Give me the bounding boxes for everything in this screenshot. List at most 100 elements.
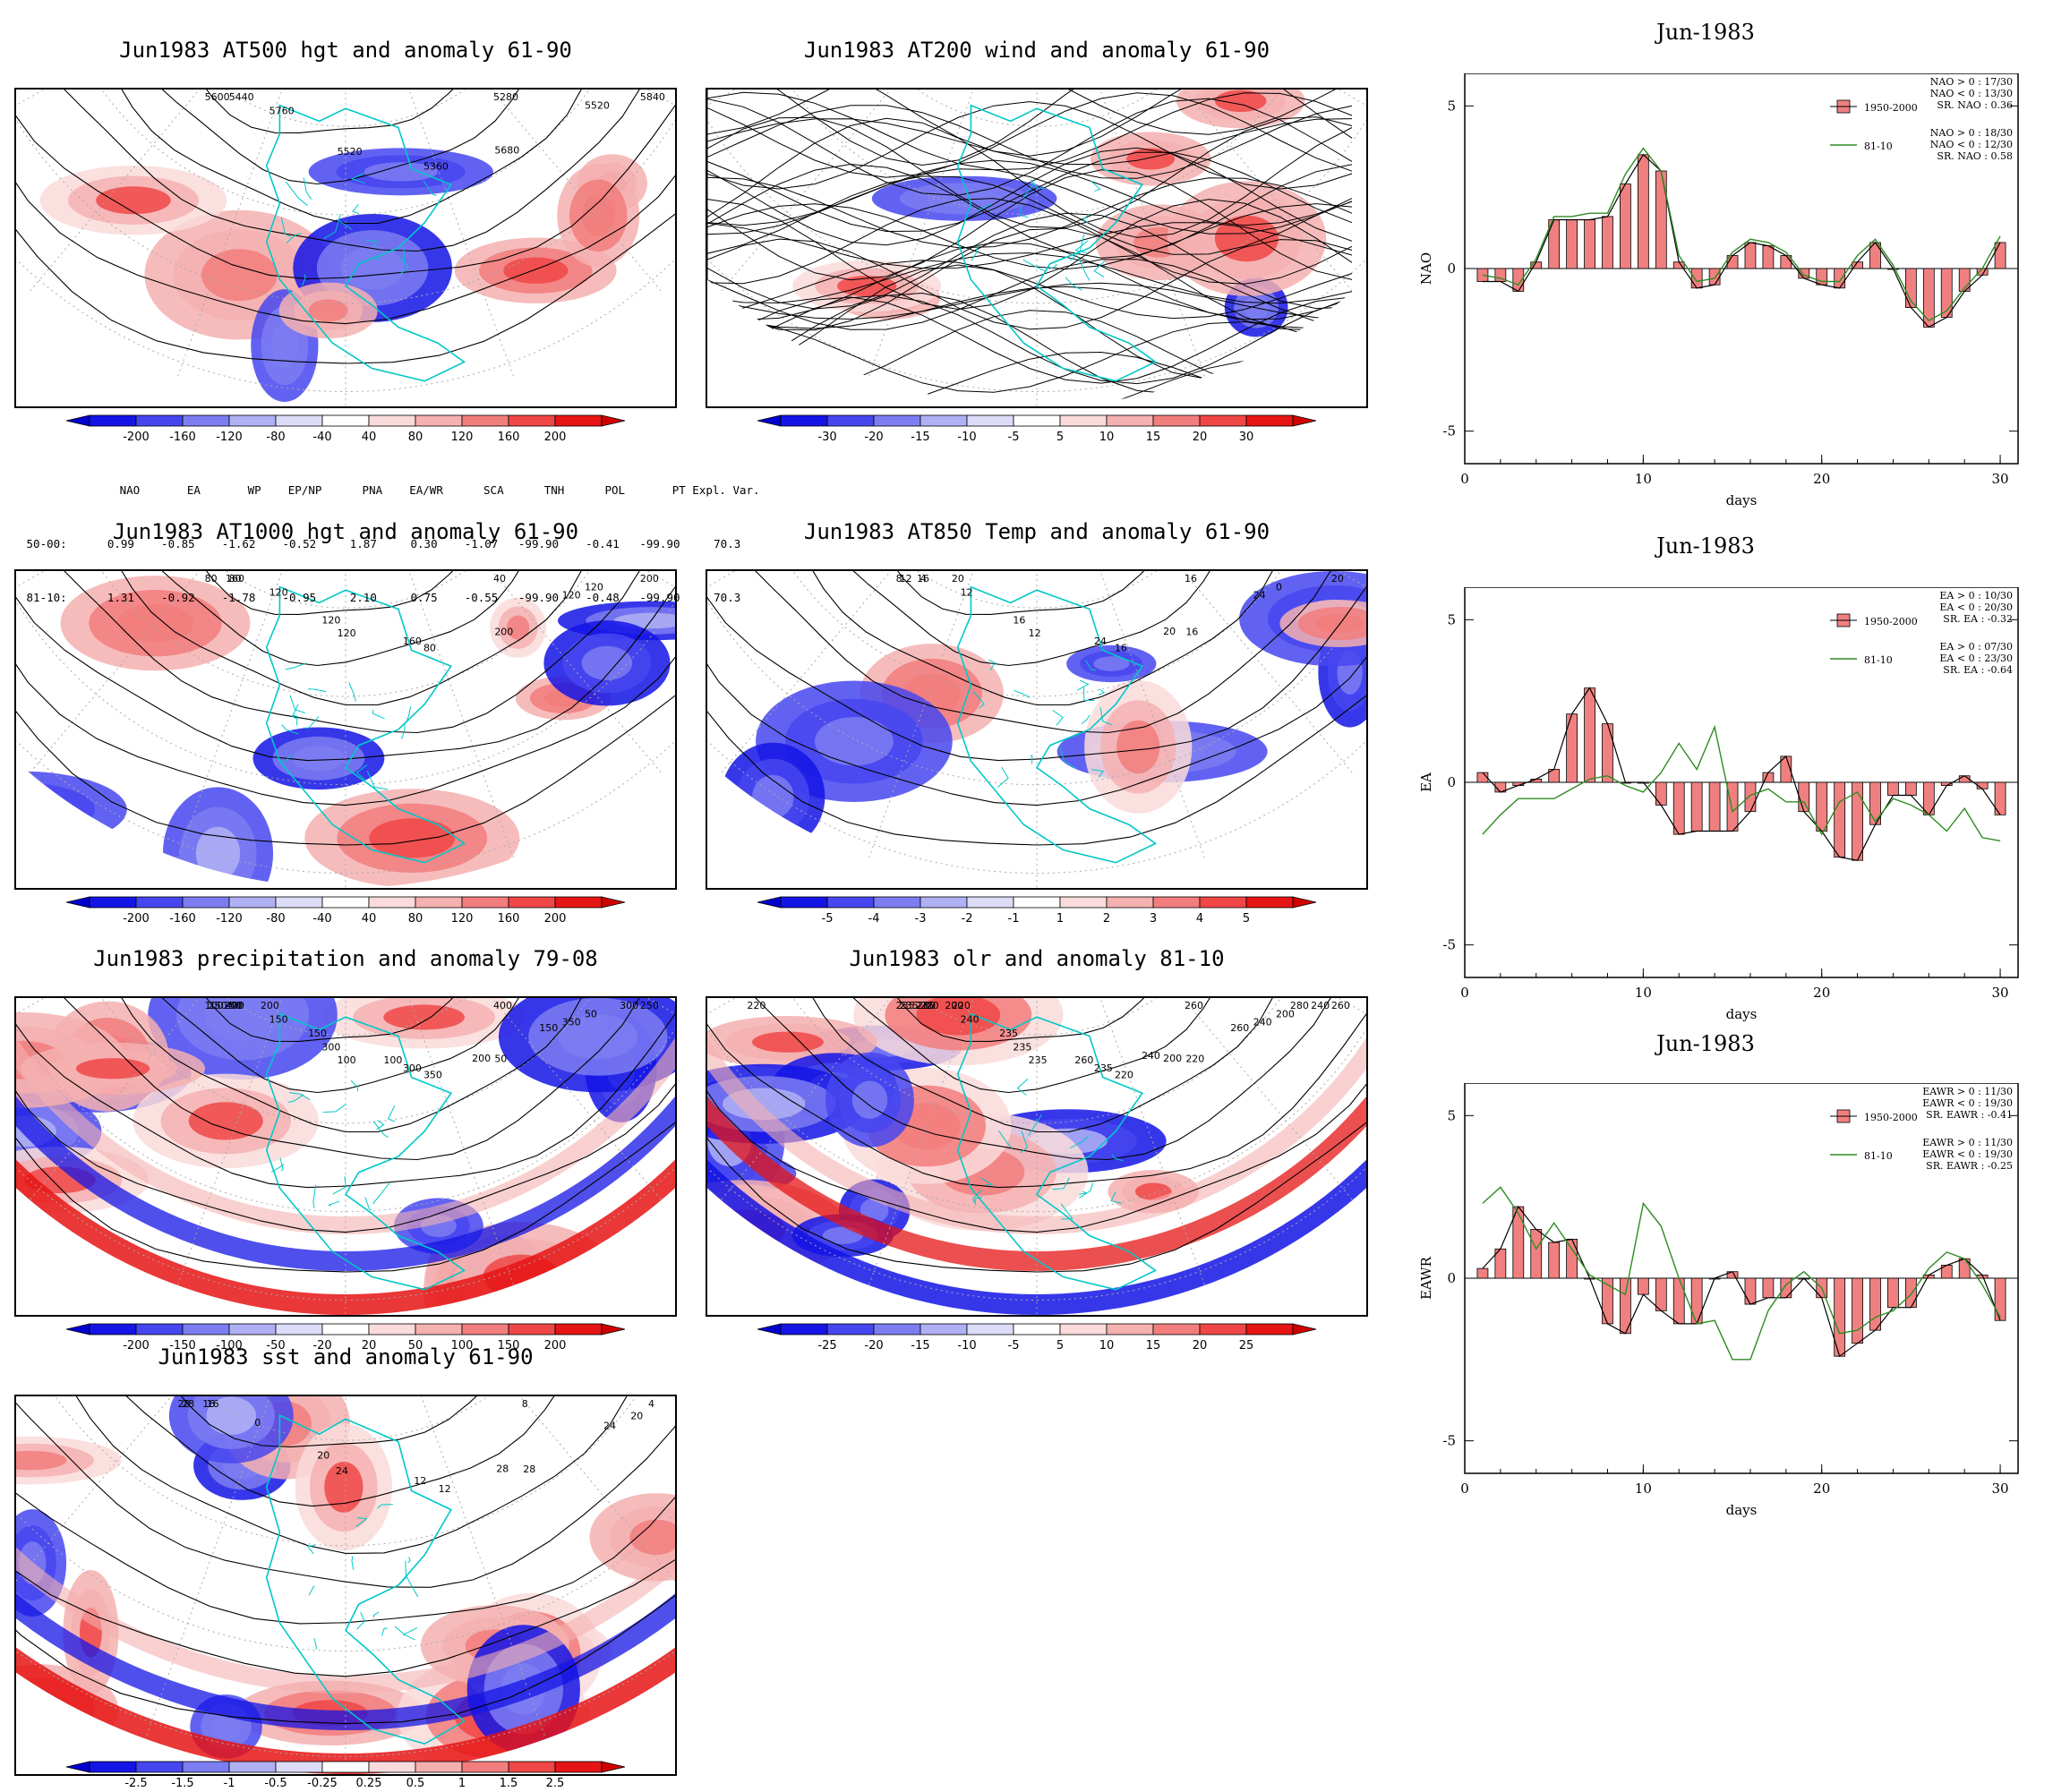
coastline-sst [265, 1413, 466, 1745]
contour-label: 16 [1013, 615, 1025, 627]
contour-label: 240 [1142, 1050, 1160, 1062]
contour-label: 300 [620, 1000, 638, 1011]
contour-label: 12 [961, 587, 973, 599]
contour-label: 24 [603, 1420, 616, 1431]
contour-label: 24 [336, 1465, 348, 1477]
bar-1950-2000 [1994, 1277, 2006, 1321]
colorbar-tick: -10 [957, 431, 976, 444]
contour-label: 5520 [338, 146, 363, 158]
contour-label: 80 [205, 573, 218, 585]
bar-1950-2000 [1672, 1277, 1685, 1325]
colorbar-tick: 15 [1146, 431, 1161, 444]
x-tick-label: 30 [1992, 985, 2009, 1001]
colorbar-tick: -10 [957, 1339, 976, 1353]
colorbar-tick: 10 [1099, 431, 1115, 444]
contour-label: 50 [494, 1053, 507, 1064]
contour-label: 20 [1331, 573, 1344, 585]
bar-1950-2000 [1584, 219, 1595, 269]
colorbar-at850: -5 -4 -3 -2 -1 1 2 3 4 5 [757, 896, 1317, 926]
bar-1950-2000 [1726, 781, 1739, 832]
colorbar-tick: -2 [962, 912, 973, 926]
contour-label: 5840 [640, 91, 665, 103]
x-tick-label: 30 [1992, 471, 2009, 487]
contour-label: 16 [1115, 643, 1127, 654]
map-plot-at200 [706, 88, 1368, 408]
x-axis-label: days [1726, 1502, 1758, 1518]
x-axis-label: days [1726, 1006, 1758, 1022]
contour-label: 80 [423, 643, 436, 654]
contour-label: 235 [1013, 1042, 1031, 1054]
bar-1950-2000 [1655, 781, 1667, 806]
bar-1950-2000 [1637, 154, 1649, 269]
colorbar-tick: -100 [216, 1339, 243, 1353]
contour-label: 40 [493, 573, 506, 585]
legend-stat: EA < 0 : 20/30 [1939, 602, 2013, 613]
contour-label: 200 [494, 626, 513, 637]
bar-1950-2000 [1620, 183, 1631, 269]
colorbar-tick: 50 [408, 1339, 423, 1353]
bar-1950-2000 [1994, 781, 2006, 815]
colorbar-tick: 4 [1196, 912, 1203, 926]
contour-label: 0 [1276, 581, 1282, 593]
colorbar-tick: 80 [408, 912, 423, 926]
contour-label: 240 [961, 1014, 979, 1026]
x-tick-label: 0 [1460, 985, 1469, 1001]
bar-1950-2000 [1566, 1238, 1578, 1279]
bar-1950-2000 [1887, 781, 1899, 796]
colorbar-tick: 120 [451, 912, 474, 926]
bar-1950-2000 [1602, 216, 1613, 269]
colorbar-tick: -200 [123, 912, 150, 926]
colorbar-tick: 160 [498, 431, 520, 444]
legend-stat: EAWR > 0 : 11/30 [1922, 1137, 2013, 1148]
bar-1950-2000 [1690, 781, 1703, 832]
y-tick-label: 0 [1447, 260, 1456, 277]
contour-label: 220 [747, 1000, 766, 1011]
y-tick-label: -5 [1442, 937, 1456, 953]
contour-label: 235 [900, 1000, 919, 1011]
contour-label: 400 [226, 1000, 244, 1011]
contour-label: 235 [896, 1000, 915, 1011]
legend-stat: SR. EAWR : -0.25 [1926, 1160, 2013, 1172]
colorbar-tick: 200 [544, 431, 567, 444]
colorbar-tick: 2.5 [546, 1777, 565, 1790]
map-title-at850: Jun1983 AT850 Temp and anomaly 61-90 [803, 519, 1270, 544]
contour-label: 150 [269, 1014, 288, 1026]
bar-1950-2000 [1994, 242, 2006, 269]
colorbar-at500: -200 -160 -120 -80 -40 40 80 120 160 200 [65, 414, 626, 444]
map-title-olr: Jun1983 olr and anomaly 81-10 [849, 946, 1225, 971]
colorbar-tick: -20 [312, 1339, 331, 1353]
colorbar-olr: -25 -20 -15 -10 -5 5 10 15 20 25 [757, 1323, 1317, 1353]
index-table-header: NAO EA WP EP/NP PNA EA/WR SCA TNH POL PT… [86, 483, 760, 497]
bar-1950-2000 [1834, 781, 1846, 858]
legend-series-1: 1950-2000 [1864, 616, 1918, 627]
line-1950-2000 [1482, 687, 2001, 861]
line-81-10 [1482, 724, 2001, 842]
colorbar-tick: 150 [498, 1339, 520, 1353]
ts-title-nao: Jun-1983 [1656, 20, 1755, 45]
contour-label: 200 [261, 1000, 279, 1011]
colorbar-tick: -40 [312, 912, 331, 926]
y-tick-label: -5 [1442, 423, 1456, 439]
legend-series-1: 1950-2000 [1864, 102, 1918, 114]
bar-1950-2000 [1744, 781, 1757, 813]
colorbar-tick: 100 [451, 1339, 474, 1353]
legend-stat: SR. EA : -0.64 [1943, 664, 2013, 676]
contour-label: 20 [630, 1411, 643, 1422]
map-plot-at850: 16 16 4 0 12 8 16 12 20 24 16 24 16 12 20 20 [706, 569, 1368, 890]
x-tick-label: 10 [1635, 1481, 1652, 1497]
contour-label: 12 [439, 1483, 451, 1495]
colorbar-tick: -200 [123, 431, 150, 444]
legend-stat: NAO > 0 : 18/30 [1930, 127, 2013, 139]
index-table-row-50-00: 50-00: 0.99 -0.85 -1.62 -0.52 1.87 0.30 … [20, 537, 741, 550]
contour-label: 120 [269, 587, 288, 599]
contour-label: 280 [917, 1000, 936, 1011]
y-tick-label: 5 [1447, 611, 1456, 627]
contour-label: 300 [321, 1042, 340, 1054]
colorbar-tick: 3 [1150, 912, 1157, 926]
bar-1950-2000 [1852, 1277, 1863, 1344]
contour-label: 200 [945, 1000, 963, 1011]
contour-label: 350 [562, 1017, 581, 1028]
line-81-10 [1482, 1186, 2001, 1361]
colorbar-tick: 0.25 [356, 1777, 382, 1790]
